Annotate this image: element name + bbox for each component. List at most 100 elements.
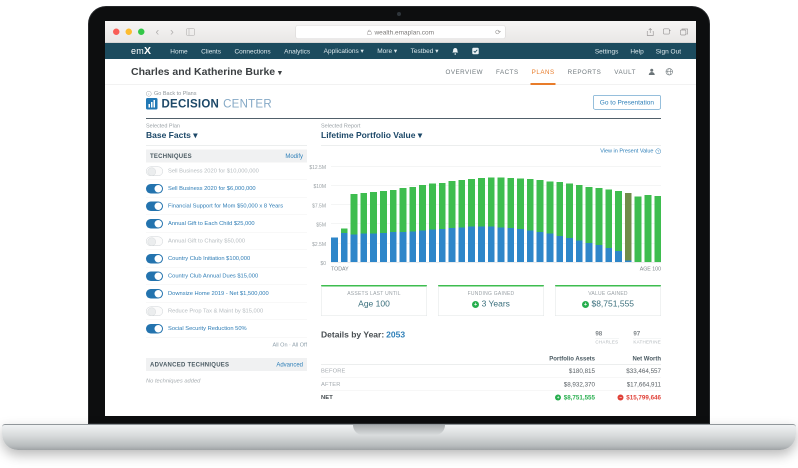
- chart-bar[interactable]: [605, 189, 613, 262]
- chart-bar[interactable]: [409, 187, 417, 262]
- tab-plans[interactable]: PLANS: [530, 59, 556, 85]
- all-on-link[interactable]: All On: [272, 342, 288, 348]
- chart-bar[interactable]: [595, 188, 603, 262]
- view-present-value-link[interactable]: View in Present Value?: [600, 148, 661, 154]
- notifications-bell-icon[interactable]: [452, 47, 459, 55]
- browser-toolbar-icons: [646, 27, 689, 36]
- close-window-icon[interactable]: [113, 28, 120, 35]
- url-text: wealth.emaplan.com: [374, 28, 435, 36]
- y-tick-label: $12.5M: [309, 165, 326, 171]
- chart-bar[interactable]: [644, 195, 652, 262]
- nav-item-clients[interactable]: Clients: [201, 47, 221, 55]
- selected-report-dropdown[interactable]: Lifetime Portfolio Value ▾: [321, 131, 661, 146]
- bar-before-segment: [370, 233, 377, 262]
- chart-bar[interactable]: [389, 190, 397, 262]
- share-icon[interactable]: [646, 27, 655, 36]
- advanced-link[interactable]: Advanced: [276, 361, 303, 368]
- details-year[interactable]: 2053: [386, 330, 406, 340]
- chart-bar[interactable]: [634, 196, 642, 262]
- refresh-icon[interactable]: ⟳: [495, 27, 501, 36]
- chart-bar[interactable]: [428, 183, 436, 262]
- zoom-window-icon[interactable]: [138, 28, 145, 35]
- nav-sign-out[interactable]: Sign Out: [655, 47, 681, 55]
- new-tab-icon[interactable]: [663, 28, 671, 35]
- chart-bar[interactable]: [331, 237, 338, 262]
- row-value: − $15,799,646: [617, 393, 661, 401]
- nav-item-testbed[interactable]: Testbed ▾: [410, 47, 439, 55]
- chart-bar[interactable]: [536, 180, 544, 262]
- chart-bar[interactable]: [468, 179, 475, 262]
- tab-facts[interactable]: FACTS: [496, 68, 519, 76]
- nav-item-more[interactable]: More ▾: [377, 47, 398, 55]
- user-icon[interactable]: [648, 68, 656, 76]
- chart-bar[interactable]: [487, 177, 495, 262]
- tab-reports[interactable]: REPORTS: [567, 68, 602, 76]
- chart-bar[interactable]: [575, 185, 583, 262]
- bar-after-segment: [595, 188, 603, 245]
- y-tick-label: $5M: [316, 222, 326, 229]
- tasks-check-icon[interactable]: [472, 47, 479, 55]
- bar-before-segment: [585, 243, 593, 262]
- chart-bar[interactable]: [624, 193, 632, 262]
- nav-item-applications[interactable]: Applications ▾: [323, 47, 364, 55]
- chart-bar[interactable]: [546, 181, 554, 262]
- technique-toggle[interactable]: [146, 288, 163, 299]
- person-age-value: 98: [595, 330, 603, 337]
- chart-bar[interactable]: [615, 191, 622, 262]
- chart-bar[interactable]: [340, 228, 348, 262]
- chart-bar[interactable]: [370, 192, 377, 262]
- chart-bar[interactable]: [585, 187, 593, 262]
- chart-bar[interactable]: [654, 196, 662, 262]
- chart-bar[interactable]: [526, 179, 534, 262]
- stat-label: ASSETS LAST UNTIL: [347, 291, 401, 297]
- technique-toggle[interactable]: [146, 201, 163, 211]
- window-controls[interactable]: [113, 28, 145, 35]
- technique-toggle[interactable]: [146, 183, 163, 194]
- technique-toggle[interactable]: [146, 323, 163, 334]
- modify-link[interactable]: Modify: [285, 152, 303, 160]
- forward-button[interactable]: ›: [170, 25, 174, 38]
- chart-bar[interactable]: [360, 193, 368, 262]
- chart-bar[interactable]: [399, 188, 407, 262]
- technique-toggle[interactable]: [146, 306, 163, 316]
- chart-bar[interactable]: [556, 182, 564, 262]
- emx-logo[interactable]: emX: [131, 45, 152, 57]
- chart-bar[interactable]: [448, 181, 456, 262]
- tab-vault[interactable]: VAULT: [614, 68, 636, 76]
- technique-toggle[interactable]: [146, 271, 163, 281]
- chart-bar[interactable]: [350, 194, 358, 262]
- chart-bar[interactable]: [419, 185, 426, 262]
- technique-toggle[interactable]: [146, 236, 163, 246]
- globe-icon[interactable]: [665, 68, 674, 76]
- back-button[interactable]: ‹: [155, 25, 160, 38]
- technique-toggle[interactable]: [146, 166, 163, 176]
- go-to-presentation-button[interactable]: Go to Presentation: [592, 95, 661, 110]
- address-bar[interactable]: wealth.emaplan.com ⟳: [295, 25, 506, 39]
- minimize-window-icon[interactable]: [125, 28, 132, 35]
- nav-item-connections[interactable]: Connections: [234, 47, 271, 55]
- technique-toggle[interactable]: [146, 218, 163, 229]
- sidebar-toggle-icon[interactable]: [185, 28, 195, 36]
- back-circle-icon: ‹: [146, 90, 152, 97]
- nav-item-home[interactable]: Home: [170, 47, 188, 55]
- chart-bar[interactable]: [477, 178, 485, 262]
- nav-settings[interactable]: Settings: [594, 47, 619, 55]
- bar-after-segment: [487, 177, 495, 227]
- chart-bar[interactable]: [497, 177, 505, 262]
- client-name-dropdown[interactable]: Charles and Katherine Burke ▾: [131, 65, 282, 78]
- chart-bar[interactable]: [507, 178, 515, 262]
- tab-overview[interactable]: OVERVIEW: [445, 68, 484, 76]
- selected-plan-dropdown[interactable]: Base Facts ▾: [146, 131, 307, 146]
- chart-bar[interactable]: [458, 180, 466, 262]
- chart-bar[interactable]: [379, 191, 387, 262]
- chart-bar[interactable]: [566, 183, 573, 262]
- technique-toggle[interactable]: [146, 253, 163, 264]
- chart-bar[interactable]: [438, 183, 446, 262]
- nav-item-analytics[interactable]: Analytics: [284, 47, 311, 55]
- nav-help[interactable]: Help: [630, 47, 644, 55]
- go-back-to-plans-link[interactable]: ‹ Go Back to Plans: [146, 90, 197, 97]
- tab-overview-icon[interactable]: [680, 28, 688, 36]
- chart-bar[interactable]: [517, 178, 524, 262]
- bar-after-segment: [360, 193, 368, 234]
- all-off-link[interactable]: All Off: [292, 342, 307, 348]
